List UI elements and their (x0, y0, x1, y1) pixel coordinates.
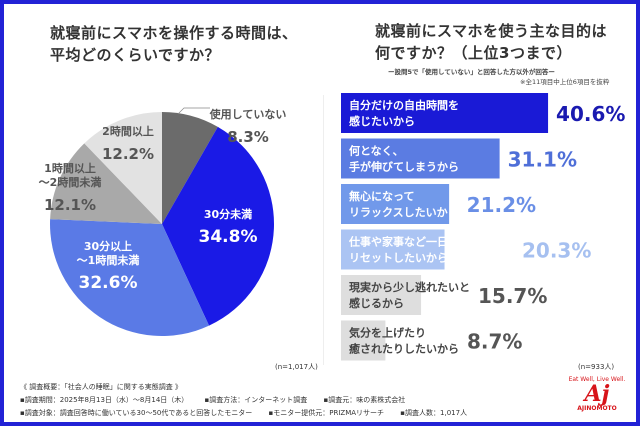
bar (341, 93, 549, 133)
pie-slice (49, 219, 210, 336)
bar-category-label: リセットしたいから (349, 252, 448, 265)
right-title-line: 就寝前にスマホを使う主な目的は (375, 22, 608, 40)
pie-slice-value: 12.1% (44, 196, 96, 214)
pie-slice (50, 143, 163, 224)
pie-slice-label: 1時間以上 (44, 161, 96, 175)
bar-category-label: 現実から少し逃れたいと (349, 280, 470, 294)
pie-slice-value: 12.2% (102, 145, 154, 163)
survey-period: ▪調査期間：2025年8月13日（水）〜8月14日（木） (20, 396, 189, 404)
bar-value-label: 40.6% (556, 102, 625, 126)
survey-method: ▪調査方法：インターネット調査 (204, 396, 308, 404)
bar-value-label: 15.7% (478, 284, 547, 308)
bar-category-label: 感じたいから (349, 114, 415, 128)
pie-slice-label: 使用していない (209, 107, 287, 121)
bar-sample-size: (n=933人) (578, 363, 615, 371)
bar (341, 138, 500, 179)
bar-category-label: 何となく、 (349, 144, 404, 158)
right-title-line: 何ですか？（上位3つまで） (375, 44, 572, 62)
bar-category-label: リラックスしたいから (349, 206, 459, 219)
pie-slice-label: 30分以上 (84, 239, 132, 253)
left-title-line: 就寝前にスマホを操作する時間は、 (50, 24, 298, 42)
footer-row-2: ▪調査対象：調査回答時に働いている30〜50代であると回答したモニター ▪モニタ… (20, 408, 481, 418)
pie-slice-label: 〜2時間未満 (39, 175, 102, 189)
survey-source: ▪調査元：味の素株式会社 (323, 396, 406, 404)
bar-category-label: 手が伸びてしまうから (349, 160, 459, 174)
right-note-2: ※全11項目中上位6項目を抜粋 (520, 78, 610, 86)
bar (341, 184, 450, 224)
pie-slice-label: 30分未満 (204, 207, 252, 221)
bar-value-label: 31.1% (508, 148, 577, 172)
bar-category-label: 気分を上げたり (349, 326, 426, 340)
pie-slice-label: 2時間以上 (102, 124, 154, 138)
bar-category-label: 自分だけの自由時間を (349, 98, 459, 112)
bar (341, 320, 386, 361)
bar-category-label: 仕事や家事など一日のストレスを (348, 235, 514, 249)
logo-tagline: Eat Well, Live Well. (568, 376, 626, 383)
pie-slice (84, 112, 162, 224)
bar (341, 275, 422, 315)
bar-category-label: 癒されたりしたいから (349, 342, 459, 356)
divider (323, 95, 324, 365)
pie-sample-size: (n=1,017人) (275, 363, 318, 371)
right-title: 就寝前にスマホを使う主な目的は 何ですか？（上位3つまで） (375, 20, 607, 64)
bar-value-label: 21.2% (467, 193, 536, 217)
bar-category-label: 感じるから (349, 296, 404, 310)
bar-category-label: 無心になって (349, 189, 414, 203)
bar-value-label: 20.3% (522, 239, 591, 263)
pie-slice (162, 112, 218, 224)
left-title: 就寝前にスマホを操作する時間は、 平均どのくらいですか？ (50, 22, 298, 66)
left-title-line: 平均どのくらいですか？ (50, 46, 221, 64)
monitor-provider: ▪モニター提供元：PRIZMAリサーチ (268, 409, 385, 417)
pie-slice-value: 8.3% (227, 128, 269, 146)
survey-target: ▪調査対象：調査回答時に働いている30〜50代であると回答したモニター (20, 409, 253, 417)
footer-heading: 《 調査概要：「社会人の睡眠」に関する実態調査 》 (20, 383, 182, 391)
pie-slice-value: 32.6% (79, 273, 138, 293)
footer-row-1: ▪調査期間：2025年8月13日（水）〜8月14日（木） ▪調査方法：インターネ… (20, 395, 419, 405)
logo-name: AJINOMOTO (577, 405, 617, 412)
leader-line (177, 107, 210, 115)
pie-slice-value: 34.8% (199, 227, 258, 247)
logo-mark: Aj (584, 381, 610, 407)
pie-slice-label: 〜1時間未満 (77, 253, 140, 267)
ajinomoto-logo: Eat Well, Live Well. Aj AJINOMOTO (563, 376, 631, 412)
pie-slice (162, 126, 275, 326)
right-note: ー設問5で「使用していない」と回答した方以外が回答ー (388, 68, 555, 76)
bar (341, 229, 445, 270)
bar-value-label: 8.7% (467, 330, 522, 354)
survey-count: ▪調査人数：1,017人 (400, 409, 468, 417)
